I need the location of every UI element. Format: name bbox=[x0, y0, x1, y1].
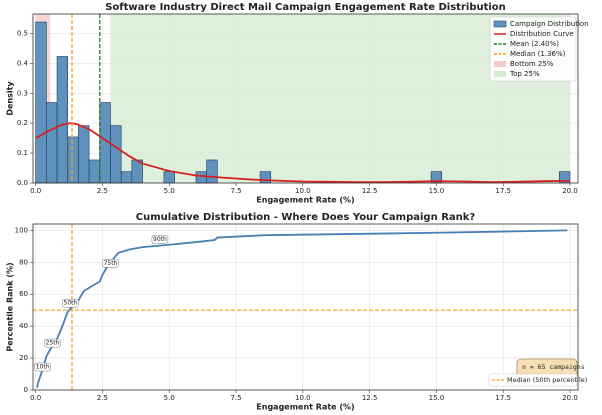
bar bbox=[35, 21, 47, 184]
x-tick-label: 2.5 bbox=[97, 394, 108, 402]
legend-box bbox=[488, 373, 578, 387]
annotation-label: 10th bbox=[36, 364, 50, 371]
x-tick-label: 15.0 bbox=[429, 394, 445, 402]
x-tick-label: 5.0 bbox=[164, 394, 175, 402]
bar bbox=[206, 159, 218, 184]
bar bbox=[120, 171, 133, 184]
chart-title: Software Industry Direct Mail Campaign E… bbox=[105, 2, 506, 13]
x-tick-label: 7.5 bbox=[230, 394, 241, 402]
y-tick-label: 40 bbox=[19, 322, 28, 330]
x-tick-label: 17.5 bbox=[495, 187, 511, 195]
x-axis-label: Engagement Rate (%) bbox=[256, 196, 354, 205]
annotation-label: 75th bbox=[104, 260, 118, 267]
annotation-box bbox=[102, 259, 119, 268]
x-tick-label: 12.5 bbox=[362, 187, 378, 195]
x-tick-label: 2.5 bbox=[97, 187, 108, 195]
cdf-line bbox=[36, 229, 568, 388]
stats-text: n = 65 campaigns bbox=[522, 363, 585, 371]
legend-swatch bbox=[493, 20, 507, 28]
legend-label: Median (50th percentile) bbox=[507, 376, 587, 384]
x-tick-label: 20.0 bbox=[562, 187, 578, 195]
bar bbox=[67, 136, 79, 184]
legend-label: Top 25% bbox=[509, 70, 540, 78]
x-tick-label: 0.0 bbox=[30, 394, 41, 402]
y-tick-label: 60 bbox=[19, 290, 28, 298]
y-axis-label: Density bbox=[6, 81, 15, 116]
bar bbox=[56, 56, 69, 184]
x-tick-label: 12.5 bbox=[362, 394, 378, 402]
bar bbox=[195, 171, 207, 184]
legend-label: Median (1.36%) bbox=[510, 50, 566, 58]
density-curve bbox=[35, 122, 570, 184]
axes-frame bbox=[32, 223, 579, 391]
legend-label: Mean (2.40%) bbox=[510, 40, 559, 48]
bar bbox=[78, 125, 90, 184]
chart-title: Cumulative Distribution - Where Does You… bbox=[136, 212, 476, 223]
y-tick-label: 0 bbox=[24, 386, 28, 394]
annotation-label: 25th bbox=[46, 340, 60, 347]
y-tick-label: 0.4 bbox=[17, 59, 29, 67]
y-tick-label: 100 bbox=[15, 226, 28, 234]
legend-label: Bottom 25% bbox=[510, 60, 554, 68]
y-tick-label: 20 bbox=[19, 354, 28, 362]
x-tick-label: 0.0 bbox=[30, 187, 41, 195]
legend-label: Campaign Distribution bbox=[510, 20, 589, 28]
x-tick-label: 17.5 bbox=[495, 394, 511, 402]
bar bbox=[46, 102, 58, 184]
annotation-box bbox=[34, 362, 51, 372]
legend-label: Distribution Curve bbox=[510, 30, 574, 38]
y-tick-label: 0.5 bbox=[17, 29, 28, 37]
bar bbox=[88, 159, 101, 184]
y-tick-label: 80 bbox=[19, 258, 28, 266]
x-tick-label: 10.0 bbox=[295, 394, 311, 402]
x-axis-label: Engagement Rate (%) bbox=[256, 403, 354, 412]
legend-swatch bbox=[494, 71, 506, 77]
annotation-label: 50th bbox=[64, 300, 78, 307]
x-tick-label: 5.0 bbox=[164, 187, 175, 195]
x-tick-label: 20.0 bbox=[562, 394, 578, 402]
x-tick-label: 10.0 bbox=[295, 187, 311, 195]
annotation-label: 90th bbox=[153, 236, 167, 243]
bar bbox=[163, 171, 175, 184]
y-axis-label: Percentile Rank (%) bbox=[6, 262, 15, 351]
y-tick-label: 0.3 bbox=[17, 89, 28, 97]
axes-frame bbox=[32, 13, 579, 184]
y-tick-label: 0.1 bbox=[17, 149, 28, 157]
bar bbox=[259, 171, 272, 184]
annotation-box bbox=[151, 235, 169, 244]
bar bbox=[110, 125, 122, 184]
y-tick-label: 0.0 bbox=[17, 179, 28, 187]
legend-swatch bbox=[494, 61, 506, 67]
x-tick-label: 7.5 bbox=[230, 187, 241, 195]
annotation-box bbox=[62, 298, 79, 308]
y-tick-label: 0.2 bbox=[17, 119, 28, 127]
annotation-box bbox=[44, 338, 61, 348]
legend-box bbox=[489, 16, 577, 82]
x-tick-label: 15.0 bbox=[429, 187, 445, 195]
